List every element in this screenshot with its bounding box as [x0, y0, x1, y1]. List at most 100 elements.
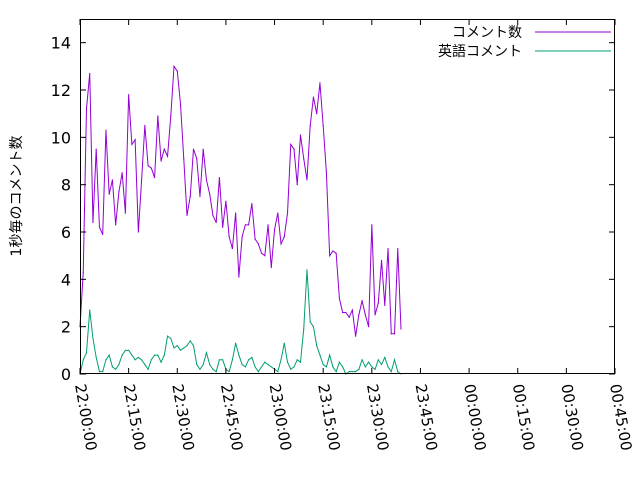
data-point — [267, 363, 269, 366]
data-point — [338, 361, 340, 363]
data-point — [202, 148, 204, 150]
data-point — [85, 352, 88, 354]
data-point — [325, 366, 328, 368]
data-point — [241, 363, 243, 366]
data-point — [260, 252, 263, 254]
data-point — [251, 356, 253, 359]
data-point — [144, 363, 146, 366]
data-point — [157, 115, 159, 117]
data-point — [199, 195, 201, 198]
data-point — [374, 314, 376, 316]
data-point — [397, 247, 399, 250]
data-point — [293, 366, 295, 368]
data-point — [332, 366, 334, 368]
data-point — [196, 158, 198, 160]
data-point — [163, 148, 165, 150]
data-point — [355, 371, 357, 373]
data-point — [186, 345, 188, 347]
data-point — [128, 94, 130, 96]
data-point — [293, 148, 295, 150]
y-axis-ticks: 0 2 4 6 8 10 12 14 — [51, 34, 615, 384]
data-point — [128, 349, 130, 351]
data-point — [199, 368, 201, 370]
y-tick-label: 4 — [61, 270, 71, 289]
data-point — [306, 179, 308, 181]
data-point — [108, 354, 110, 356]
x-tick-label: 23:00:00 — [266, 383, 295, 452]
data-point — [290, 143, 292, 146]
y-tick-label: 8 — [61, 176, 71, 195]
data-point — [387, 366, 389, 368]
data-point — [348, 316, 350, 318]
x-tick-label: 00:45:00 — [606, 383, 635, 452]
x-tick-label: 22:15:00 — [120, 383, 149, 452]
y-tick-label: 6 — [61, 223, 71, 242]
data-point — [105, 129, 107, 131]
data-point — [98, 371, 101, 373]
data-point — [92, 337, 94, 340]
data-point — [371, 224, 373, 226]
data-point — [273, 229, 276, 231]
data-point — [303, 158, 305, 160]
data-point — [303, 328, 305, 330]
data-point — [280, 243, 282, 245]
data-point — [277, 371, 279, 373]
data-point — [312, 326, 315, 328]
data-point — [235, 212, 237, 214]
data-point — [312, 96, 315, 98]
data-point — [358, 314, 360, 316]
data-point — [251, 203, 253, 205]
data-point — [345, 311, 347, 314]
data-point — [137, 231, 139, 233]
data-point — [118, 363, 120, 366]
data-point — [124, 349, 126, 351]
data-point — [209, 363, 211, 366]
data-point — [280, 359, 282, 361]
data-point — [397, 371, 399, 373]
data-point — [131, 354, 133, 356]
data-point — [393, 333, 396, 335]
data-point — [322, 124, 324, 127]
data-point — [111, 179, 114, 181]
data-point — [189, 195, 191, 198]
data-point — [257, 371, 259, 373]
data-point — [121, 172, 123, 174]
data-point — [124, 212, 126, 214]
data-point — [111, 366, 114, 368]
data-point — [319, 82, 321, 84]
data-point — [393, 359, 396, 361]
data-point — [98, 226, 101, 228]
data-point — [102, 233, 104, 235]
y-tick-label: 2 — [61, 318, 71, 337]
data-point — [160, 361, 162, 363]
plot-frame — [80, 19, 615, 374]
y-tick-label: 0 — [61, 365, 71, 384]
data-point — [371, 366, 373, 368]
data-point — [244, 224, 246, 226]
data-point — [277, 212, 279, 214]
data-point — [173, 65, 175, 67]
x-tick-label: 22:00:00 — [71, 383, 100, 452]
data-point — [322, 363, 324, 366]
data-point — [306, 269, 308, 271]
data-point — [257, 243, 259, 245]
x-tick-label: 22:30:00 — [168, 383, 197, 452]
data-point — [166, 335, 169, 337]
data-point — [85, 108, 88, 110]
legend-label: コメント数 — [452, 25, 522, 41]
data-point — [248, 359, 250, 361]
data-point — [108, 193, 110, 195]
data-point — [299, 361, 302, 363]
data-point — [367, 326, 370, 328]
y-axis-label: 1秒毎のコメント数 — [9, 136, 25, 257]
x-tick-label: 00:30:00 — [557, 383, 586, 452]
data-point — [209, 193, 211, 195]
data-point — [150, 167, 152, 169]
data-point — [92, 221, 94, 224]
series-line — [79, 269, 402, 375]
data-point — [212, 214, 214, 217]
series-layer — [79, 64, 402, 375]
x-axis-ticks: 22:00:00 22:15:00 22:30:00 22:45:00 23:00:00… — [71, 19, 635, 452]
data-point — [264, 255, 266, 257]
